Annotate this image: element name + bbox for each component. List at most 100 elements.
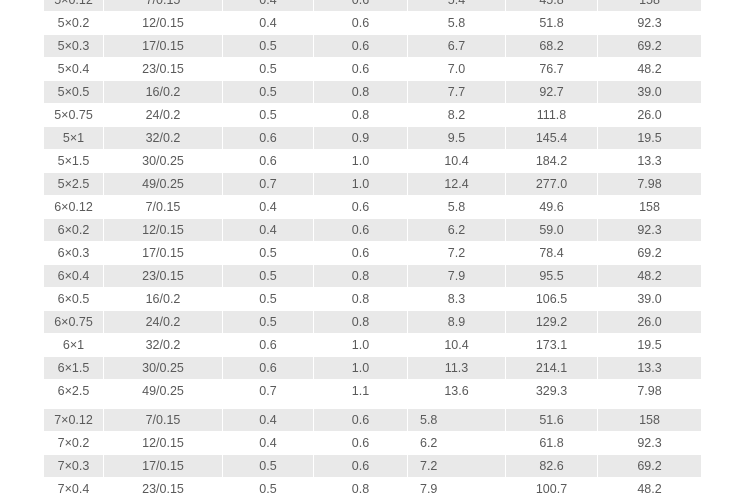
- table-cell: 9.5: [408, 127, 506, 149]
- table-cell: 0.8: [314, 478, 408, 500]
- table-cell: 5×0.75: [44, 104, 104, 126]
- table-cell: 7×0.4: [44, 478, 104, 500]
- table-cell: 111.8: [506, 104, 598, 126]
- table-cell: 7×0.12: [44, 409, 104, 431]
- table-cell: 11.3: [408, 357, 506, 379]
- table-cell: 5×2.5: [44, 173, 104, 195]
- table-cell: 17/0.15: [104, 455, 223, 477]
- table-cell: 0.4: [223, 12, 314, 34]
- table-cell: 0.5: [223, 478, 314, 500]
- table-cell: 7.2: [408, 455, 506, 477]
- table-cell: 0.6: [223, 357, 314, 379]
- table-cell: 82.6: [506, 455, 598, 477]
- table-cell: 5×0.2: [44, 12, 104, 34]
- table-cell: 7.7: [408, 81, 506, 103]
- table-row: 6×0.2 12/0.15 0.4 0.6 6.2 59.0 92.3: [44, 219, 701, 242]
- table-cell: 329.3: [506, 380, 598, 402]
- table-cell: 39.0: [637, 292, 662, 306]
- table-cell: 16/0.2: [104, 81, 223, 103]
- table-row: 5×0.12 7/0.15 0.4 0.6 5.4 45.8 158: [44, 0, 701, 12]
- table-cell: 7.98: [598, 173, 701, 195]
- table-row: 6×1.5 30/0.25 0.6 1.0 11.3 214.1 13.3: [44, 357, 701, 380]
- table-cell: 26.0: [598, 311, 701, 333]
- table-cell: 23/0.15: [104, 478, 223, 500]
- table-cell: 0.8: [314, 288, 408, 310]
- table-cell: 51.8: [506, 12, 598, 34]
- table-cell: 5×0.3: [44, 35, 104, 57]
- table-cell: 51.6: [506, 409, 598, 431]
- table-cell: 5×1.5: [44, 150, 104, 172]
- table-cell: 78.4: [506, 242, 598, 264]
- table-cell: 0.5: [223, 265, 314, 287]
- table-cell: 0.4: [223, 219, 314, 241]
- table-cell: 49/0.25: [104, 173, 223, 195]
- table-cell: 7×0.2: [44, 432, 104, 454]
- table-cell: 49.6: [506, 196, 598, 218]
- table-cell: 145.4: [506, 127, 598, 149]
- table-cell: 7.9: [408, 265, 506, 287]
- table-cell: 7.0: [408, 58, 506, 80]
- table-cell: 0.6: [223, 150, 314, 172]
- table-cell: 8.2: [408, 104, 506, 126]
- table-cell: 68.2: [506, 35, 598, 57]
- table-row: 5×0.2 12/0.15 0.4 0.6 5.8 51.8 92.3: [44, 12, 701, 35]
- table-cell: 32/0.2: [104, 127, 223, 149]
- table-cell: 0.6: [314, 455, 408, 477]
- table-cell: 12/0.15: [104, 219, 223, 241]
- table-cell: 0.8: [314, 81, 408, 103]
- table-cell: 5.8: [408, 409, 506, 431]
- table-cell: 59.0: [506, 219, 598, 241]
- table-cell: 100.7: [506, 478, 598, 500]
- table-cell: 0.6: [314, 196, 408, 218]
- table-cell: 24/0.2: [104, 104, 223, 126]
- table-row: 7×0.12 7/0.15 0.4 0.6 5.8 51.6 158: [44, 409, 701, 432]
- table-row: 5×1.5 30/0.25 0.6 1.0 10.4 184.2 13.3: [44, 150, 701, 173]
- table-cell: 6.2: [408, 432, 506, 454]
- table-cell: 7/0.15: [104, 0, 223, 11]
- table-cell: 12.4: [408, 173, 506, 195]
- table-cell: 6×0.12: [44, 196, 104, 218]
- table-cell: 5×1: [44, 127, 104, 149]
- table-cell: 0.6: [314, 409, 408, 431]
- table-cell: 6×0.75: [44, 311, 104, 333]
- table-cell: 23/0.15: [104, 58, 223, 80]
- table-row: 5×1 32/0.2 0.6 0.9 9.5 145.4 19.5: [44, 127, 701, 150]
- table-cell: 1.0: [314, 173, 408, 195]
- table-cell: 158: [639, 200, 660, 214]
- table-row: 5×0.5 16/0.2 0.5 0.8 7.7 92.7 39.0: [44, 81, 701, 104]
- table-cell: 61.8: [506, 432, 598, 454]
- table-cell: 158: [598, 0, 701, 11]
- table-cell: 6×0.2: [44, 219, 104, 241]
- table-cell: 23/0.15: [104, 265, 223, 287]
- table-cell: 0.5: [223, 58, 314, 80]
- table-cell: 10.4: [408, 150, 506, 172]
- table-cell: 5×0.4: [44, 58, 104, 80]
- table-cell: 5×0.12: [44, 0, 104, 11]
- table-row: 5×0.75 24/0.2 0.5 0.8 8.2 111.8 26.0: [44, 104, 701, 127]
- table-cell: 24/0.2: [104, 311, 223, 333]
- table-cell: 0.5: [223, 104, 314, 126]
- table-cell: 39.0: [598, 81, 701, 103]
- table-cell: 8.9: [408, 311, 506, 333]
- table-cell: 5.8: [408, 196, 506, 218]
- table-cell: 0.6: [314, 219, 408, 241]
- table-cell: 0.4: [223, 0, 314, 11]
- table-cell: 6×2.5: [44, 380, 104, 402]
- table-cell: 92.3: [598, 219, 701, 241]
- table-cell: 69.2: [637, 246, 662, 260]
- table-cell: 184.2: [506, 150, 598, 172]
- table-cell: 0.6: [314, 432, 408, 454]
- table-row: 6×0.75 24/0.2 0.5 0.8 8.9 129.2 26.0: [44, 311, 701, 334]
- table-cell: 1.0: [314, 334, 408, 356]
- table-cell: 30/0.25: [104, 150, 223, 172]
- table-cell: 92.3: [637, 436, 662, 450]
- table-cell: 30/0.25: [104, 357, 223, 379]
- table-cell: 48.2: [637, 482, 662, 496]
- table-cell: 7.2: [408, 242, 506, 264]
- table-cell: 8.3: [408, 288, 506, 310]
- table-cell: 0.8: [314, 265, 408, 287]
- table-cell: 17/0.15: [104, 242, 223, 264]
- table-cell: 12/0.15: [104, 12, 223, 34]
- table-row: 5×2.5 49/0.25 0.7 1.0 12.4 277.0 7.98: [44, 173, 701, 196]
- table-row: 6×0.12 7/0.15 0.4 0.6 5.8 49.6 158: [44, 196, 701, 219]
